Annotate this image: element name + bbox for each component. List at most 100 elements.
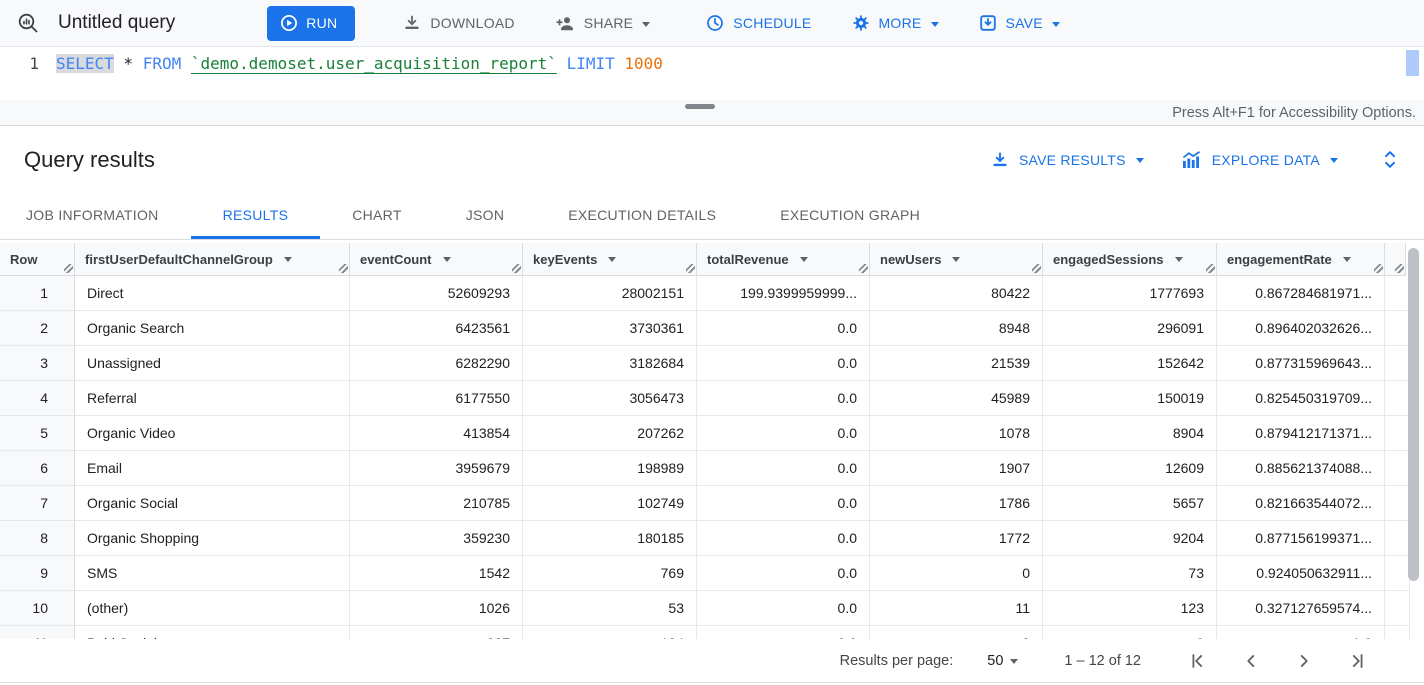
sort-caret-icon[interactable] xyxy=(1342,256,1351,262)
chevron-down-icon xyxy=(1010,659,1019,664)
query-icon xyxy=(16,11,40,35)
table-row: 10 (other) 1026 53 0.0 11 123 0.327127659574... xyxy=(0,591,1424,626)
schedule-button[interactable]: SCHEDULE xyxy=(698,5,819,41)
tab-json[interactable]: JSON xyxy=(465,206,505,223)
expand-results-button[interactable] xyxy=(1382,149,1398,170)
sql-space xyxy=(181,54,191,73)
last-page-button[interactable] xyxy=(1346,650,1368,672)
table-cell xyxy=(1385,451,1410,486)
chevron-down-icon xyxy=(1051,21,1060,27)
column-header-engagementRate[interactable]: engagementRate xyxy=(1217,243,1385,276)
column-header-firstUserDefaultChannelGroup[interactable]: firstUserDefaultChannelGroup xyxy=(75,243,350,276)
tab-chart[interactable]: CHART xyxy=(352,206,402,223)
sql-keyword-limit: LIMIT xyxy=(566,54,615,73)
table-cell: 0.924050632911... xyxy=(1217,556,1385,591)
more-button-label: MORE xyxy=(878,15,922,31)
accessibility-hint: Press Alt+F1 for Accessibility Options. xyxy=(1172,104,1416,121)
table-cell: 102749 xyxy=(523,486,697,521)
table-cell: 80422 xyxy=(870,276,1043,311)
save-results-label: SAVE RESULTS xyxy=(1018,151,1126,168)
table-cell: 198989 xyxy=(523,451,697,486)
column-resize-grip[interactable] xyxy=(686,264,695,273)
column-resize-grip[interactable] xyxy=(64,264,73,273)
table-cell: 0.0 xyxy=(697,591,870,626)
table-scrollbar[interactable] xyxy=(1408,248,1419,581)
query-title[interactable]: Untitled query xyxy=(58,12,176,33)
tab-job-information[interactable]: JOB INFORMATION xyxy=(26,206,159,223)
table-cell: 0.821663544072... xyxy=(1217,486,1385,521)
table-cell: 123 xyxy=(1043,591,1217,626)
table-cell xyxy=(1385,591,1410,626)
column-resize-grip[interactable] xyxy=(859,264,868,273)
more-button[interactable]: MORE xyxy=(844,5,947,41)
page-size-select[interactable]: 50 xyxy=(987,653,1019,669)
table-cell: 199.9399959999... xyxy=(697,276,870,311)
table-cell: 0.0 xyxy=(697,416,870,451)
column-header-engagedSessions[interactable]: engagedSessions xyxy=(1043,243,1217,276)
sql-editor[interactable]: 1 SELECT * FROM `demo.demoset.user_acqui… xyxy=(0,47,1424,100)
table-cell: 3959679 xyxy=(350,451,523,486)
column-resize-grip[interactable] xyxy=(512,264,521,273)
panel-resize-handle[interactable] xyxy=(685,104,715,109)
column-resize-grip[interactable] xyxy=(339,264,348,273)
row-number-cell: 6 xyxy=(0,451,75,486)
run-button-label: RUN xyxy=(306,15,338,31)
sql-table-reference[interactable]: `demo.demoset.user_acquisition_report` xyxy=(190,54,557,73)
sql-space xyxy=(557,54,567,73)
download-button[interactable]: DOWNLOAD xyxy=(395,5,522,41)
explore-data-button[interactable]: EXPLORE DATA xyxy=(1182,151,1338,168)
sort-caret-icon[interactable] xyxy=(952,256,961,262)
row-number-cell: 1 xyxy=(0,276,75,311)
column-resize-grip[interactable] xyxy=(1206,264,1215,273)
save-button[interactable]: SAVE xyxy=(971,5,1068,41)
column-label: firstUserDefaultChannelGroup xyxy=(85,251,273,267)
row-number-cell: 9 xyxy=(0,556,75,591)
table-cell: 0.825450319709... xyxy=(1217,381,1385,416)
table-cell: 1542 xyxy=(350,556,523,591)
table-cell: 0.0 xyxy=(697,626,870,639)
sort-caret-icon[interactable] xyxy=(799,256,808,262)
prev-page-icon xyxy=(1240,650,1262,672)
table-cell: 3 xyxy=(870,626,1043,639)
sort-caret-icon[interactable] xyxy=(442,256,451,262)
editor-scrollbar[interactable] xyxy=(1406,50,1419,76)
table-row: 7 Organic Social 210785 102749 0.0 1786 5657 0.… xyxy=(0,486,1424,521)
share-button[interactable]: SHARE xyxy=(547,5,658,41)
line-number: 1 xyxy=(29,54,39,73)
table-cell: 1772 xyxy=(870,521,1043,556)
column-header-newUsers[interactable]: newUsers xyxy=(870,243,1043,276)
table-cell: 0.0 xyxy=(697,311,870,346)
column-header-totalRevenue[interactable]: totalRevenue xyxy=(697,243,870,276)
next-page-button[interactable] xyxy=(1293,650,1315,672)
column-resize-grip[interactable] xyxy=(1374,264,1383,273)
row-number-cell: 11 xyxy=(0,626,75,639)
column-header-overflow xyxy=(1385,243,1406,276)
column-resize-grip[interactable] xyxy=(1395,264,1404,273)
sort-caret-icon[interactable] xyxy=(608,256,617,262)
column-header-eventCount[interactable]: eventCount xyxy=(350,243,523,276)
table-cell: Organic Social xyxy=(75,486,350,521)
sort-caret-icon[interactable] xyxy=(1174,256,1183,262)
sql-code-line[interactable]: SELECT * FROM `demo.demoset.user_acquisi… xyxy=(56,47,663,100)
column-resize-grip[interactable] xyxy=(1032,264,1041,273)
first-page-button[interactable] xyxy=(1187,650,1209,672)
sql-limit-value: 1000 xyxy=(624,54,663,73)
table-cell: 152642 xyxy=(1043,346,1217,381)
tab-execution-graph[interactable]: EXECUTION GRAPH xyxy=(780,206,921,223)
table-cell: 8948 xyxy=(870,311,1043,346)
column-header-keyEvents[interactable]: keyEvents xyxy=(523,243,697,276)
table-row: 4 Referral 6177550 3056473 0.0 45989 150019 0.8… xyxy=(0,381,1424,416)
tab-results[interactable]: RESULTS xyxy=(190,193,321,239)
results-title: Query results xyxy=(24,146,155,172)
table-cell: 134 xyxy=(523,626,697,639)
table-cell: 0.885621374088... xyxy=(1217,451,1385,486)
save-icon xyxy=(979,14,997,32)
save-results-button[interactable]: SAVE RESULTS xyxy=(991,151,1144,169)
tab-execution-details[interactable]: EXECUTION DETAILS xyxy=(568,206,717,223)
table-cell: 150019 xyxy=(1043,381,1217,416)
prev-page-button[interactable] xyxy=(1240,650,1262,672)
table-cell: Referral xyxy=(75,381,350,416)
sort-caret-icon[interactable] xyxy=(283,256,292,262)
run-button[interactable]: RUN xyxy=(267,5,356,41)
table-cell xyxy=(1385,416,1410,451)
